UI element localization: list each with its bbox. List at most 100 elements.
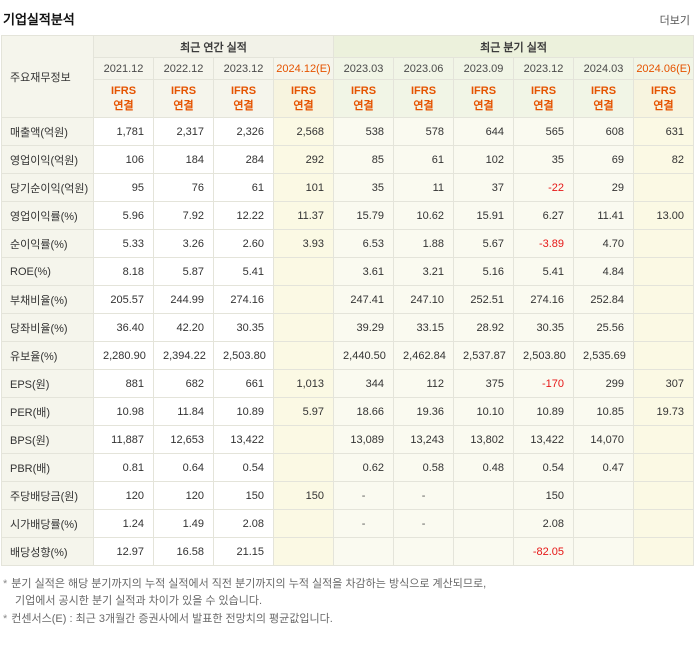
value-cell: - [393, 509, 455, 538]
value-cell: 2,503.80 [513, 341, 575, 370]
value-cell: 5.33 [93, 229, 154, 258]
value-cell: 205.57 [93, 285, 154, 314]
row-label: 주당배당금(원) [1, 481, 94, 510]
value-cell [633, 453, 694, 482]
value-cell: 6.27 [513, 201, 575, 230]
ifrs-header: IFRS 연결 [272, 79, 335, 118]
value-cell [633, 285, 694, 314]
footnote-bullet: * [3, 578, 8, 590]
ifrs-header: IFRS 연결 [573, 79, 635, 118]
value-cell: 0.47 [573, 453, 635, 482]
value-cell: 2,280.90 [93, 341, 154, 370]
value-cell: 2,440.50 [333, 341, 395, 370]
value-cell: 18.66 [333, 397, 395, 426]
row-label: PBR(배) [1, 453, 94, 482]
value-cell: 19.73 [633, 397, 694, 426]
value-cell [573, 537, 635, 566]
value-cell: 578 [393, 117, 455, 146]
value-cell: 35 [333, 173, 395, 202]
group-header: 최근 분기 실적 [333, 35, 694, 58]
row-label: 배당성향(%) [1, 537, 94, 566]
value-cell: 30.35 [213, 313, 274, 342]
value-cell: 0.48 [453, 453, 515, 482]
value-cell [272, 313, 335, 342]
table-row: 배당성향(%) 12.97 16.58 21.15 -82.05 [1, 537, 694, 566]
value-cell: 33.15 [393, 313, 455, 342]
value-cell: 6.53 [333, 229, 395, 258]
value-cell: 36.40 [93, 313, 154, 342]
value-cell: 28.92 [453, 313, 515, 342]
period-header: 2023.12 [513, 57, 575, 80]
value-cell: 12.97 [93, 537, 154, 566]
value-cell: 13,422 [213, 425, 274, 454]
value-cell [333, 537, 395, 566]
ifrs-header: IFRS 연결 [153, 79, 214, 118]
value-cell: 244.99 [153, 285, 214, 314]
value-cell: 247.10 [393, 285, 455, 314]
value-cell: 4.70 [573, 229, 635, 258]
value-cell: 13,243 [393, 425, 455, 454]
value-cell [453, 537, 515, 566]
value-cell: 307 [633, 369, 694, 398]
value-cell: 21.15 [213, 537, 274, 566]
value-cell: 682 [153, 369, 214, 398]
row-label: 유보율(%) [1, 341, 94, 370]
period-header: 2023.06 [393, 57, 455, 80]
value-cell: 10.62 [393, 201, 455, 230]
value-cell [393, 537, 455, 566]
value-cell: 35 [513, 145, 575, 174]
period-header: 2024.12(E) [272, 57, 335, 80]
table-row: BPS(원) 11,887 12,653 13,422 13,089 13,243 13,8… [1, 425, 694, 454]
value-cell: 8.18 [93, 257, 154, 286]
value-cell: 2,317 [153, 117, 214, 146]
value-cell: - [393, 481, 455, 510]
value-cell: 5.41 [513, 257, 575, 286]
value-cell [633, 313, 694, 342]
value-cell: 252.84 [573, 285, 635, 314]
value-cell [272, 509, 335, 538]
value-cell: 2,394.22 [153, 341, 214, 370]
value-cell: 76 [153, 173, 214, 202]
row-label: 시가배당률(%) [1, 509, 94, 538]
value-cell: 12,653 [153, 425, 214, 454]
value-cell: 15.91 [453, 201, 515, 230]
value-cell: 1,781 [93, 117, 154, 146]
value-cell [453, 481, 515, 510]
table-row: EPS(원) 881 682 661 1,013 344 112 375 -170 299 307 [1, 369, 694, 398]
company-performance-panel: 기업실적분석 더보기 주요재무정보 최근 연간 실적 최근 분기 실적 2021.12… [1, 12, 694, 625]
value-cell: -3.89 [513, 229, 575, 258]
period-header: 2024.06(E) [633, 57, 694, 80]
value-cell [573, 481, 635, 510]
ifrs-header: IFRS 연결 [213, 79, 274, 118]
value-cell: 85 [333, 145, 395, 174]
table-row: 시가배당률(%) 1.24 1.49 2.08- -2.08 [1, 509, 694, 538]
value-cell: 10.89 [213, 397, 274, 426]
value-cell: 5.67 [453, 229, 515, 258]
table-row: 주당배당금(원) 120 120 150 150- -150 [1, 481, 694, 510]
footnote-text-continued: 기업에서 공시한 분기 실적과 차이가 있을 수 있습니다. [15, 595, 263, 608]
ifrs-header: IFRS 연결 [453, 79, 515, 118]
value-cell: 5.16 [453, 257, 515, 286]
value-cell: 13.00 [633, 201, 694, 230]
table-row: 영업이익(억원) 106 184 284 292 85 61 102 35 69 82 [1, 145, 694, 174]
row-label: 순이익률(%) [1, 229, 94, 258]
table-row: 유보율(%) 2,280.90 2,394.22 2,503.80 2,440.50 2,… [1, 341, 694, 370]
period-header: 2023.12 [213, 57, 274, 80]
value-cell: 120 [93, 481, 154, 510]
footnote-text: 분기 실적은 해당 분기까지의 누적 실적에서 직전 분기까지의 누적 실적을 … [11, 578, 487, 590]
value-cell: 0.62 [333, 453, 395, 482]
value-cell: 2,535.69 [573, 341, 635, 370]
value-cell [633, 537, 694, 566]
value-cell: 0.54 [213, 453, 274, 482]
row-label: EPS(원) [1, 369, 94, 398]
value-cell: 2.08 [213, 509, 274, 538]
value-cell: 37 [453, 173, 515, 202]
value-cell: 274.16 [213, 285, 274, 314]
more-link[interactable]: 더보기 [659, 15, 690, 27]
value-cell: 25.56 [573, 313, 635, 342]
value-cell: 2,537.87 [453, 341, 515, 370]
period-header: 2023.03 [333, 57, 395, 80]
group-header: 최근 연간 실적 [92, 35, 335, 58]
value-cell: 5.87 [153, 257, 214, 286]
value-cell: -82.05 [513, 537, 575, 566]
